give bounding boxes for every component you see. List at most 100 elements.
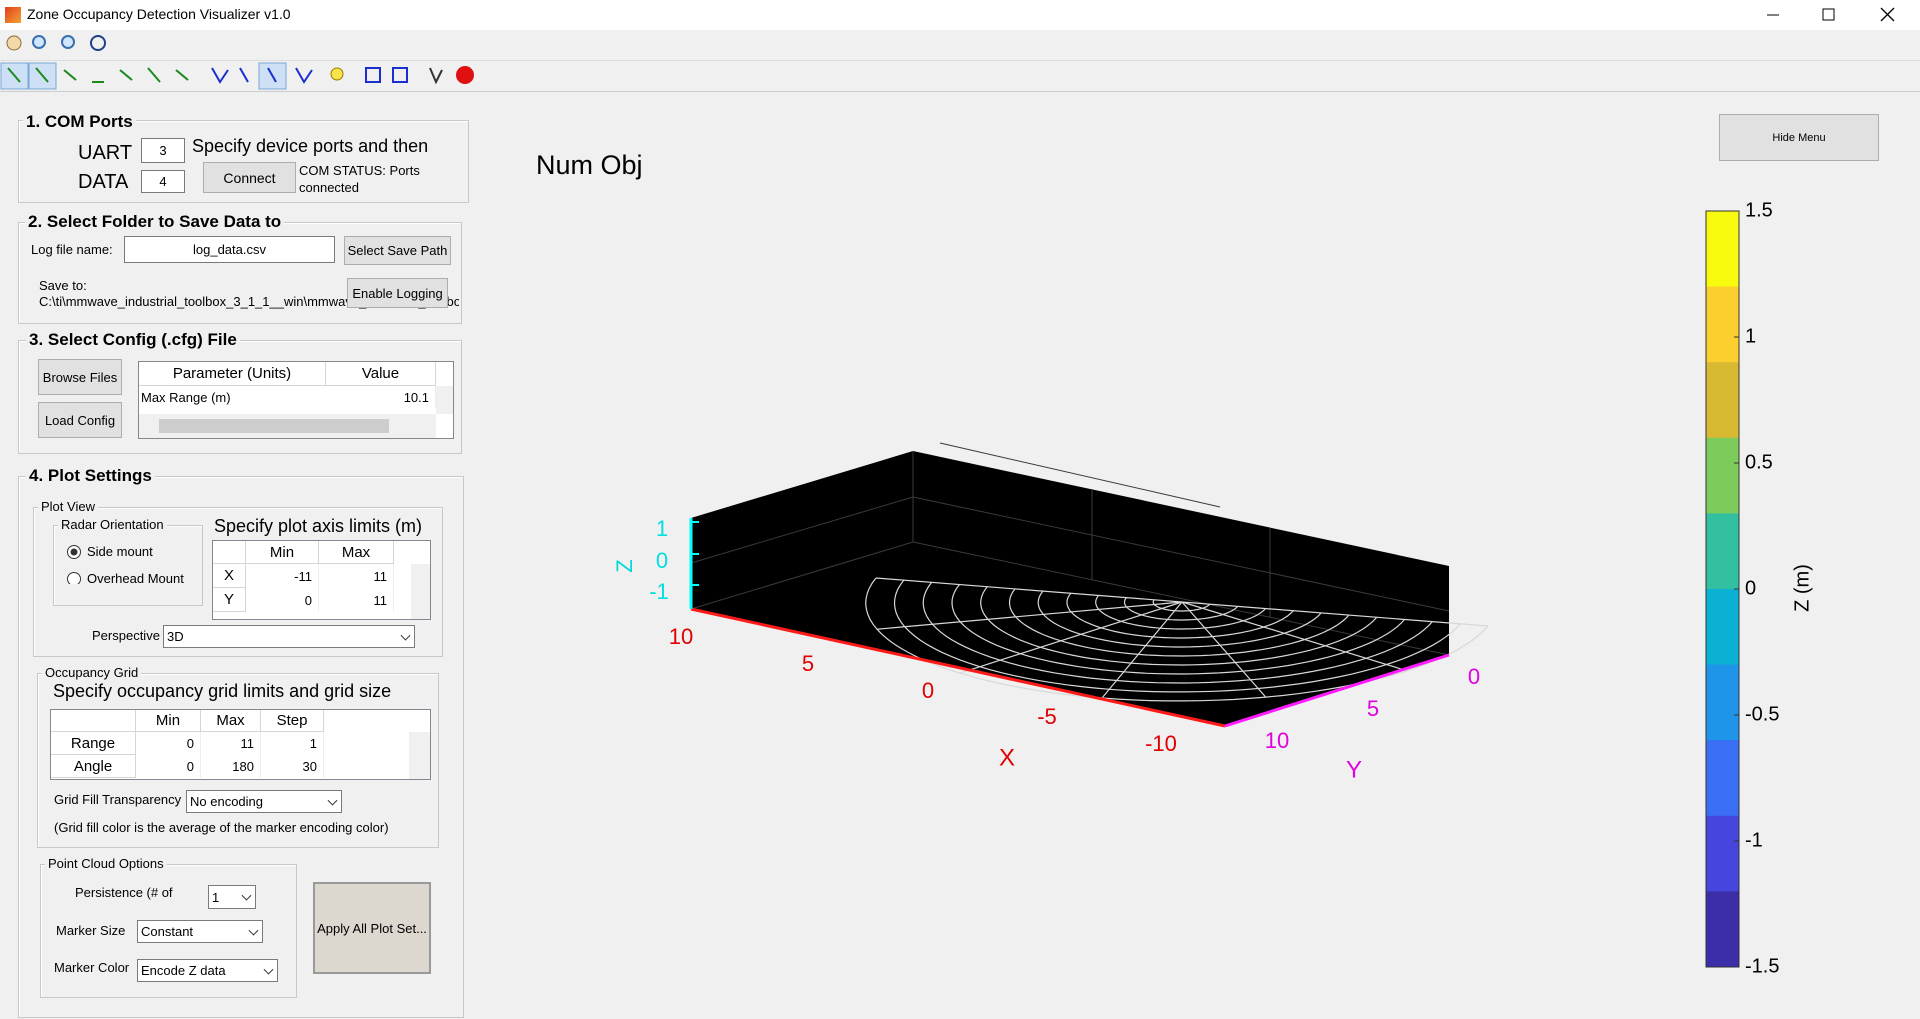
apply-button[interactable]: Apply All Plot Set...	[313, 882, 431, 974]
column-header: Min	[246, 541, 319, 564]
scrollbar[interactable]	[411, 564, 430, 619]
z-tick-label: -1	[649, 579, 669, 604]
y-axis-label: Y	[1346, 756, 1362, 783]
column-header: Max	[319, 541, 394, 564]
marker-size-label: Marker Size	[56, 923, 126, 938]
colorbar-frame	[1705, 210, 1740, 968]
app-icon	[5, 7, 21, 23]
y-axis	[1224, 653, 1450, 728]
window-controls[interactable]	[1755, 0, 1920, 30]
com-status: COM STATUS: Ports connected	[299, 163, 420, 195]
view-icon[interactable]	[365, 67, 381, 83]
colorbar-label: Z (m)	[1791, 564, 1813, 612]
grid-table[interactable]: Min Max Step Range 0 11 1 Angle 0 180 30	[50, 709, 431, 780]
load-config-button[interactable]: Load Config	[38, 402, 122, 438]
x-tick-label: -5	[1037, 704, 1057, 729]
axes-grid	[690, 442, 1450, 656]
corner	[213, 541, 246, 564]
marker-color-dropdown[interactable]: Encode Z data	[137, 959, 278, 982]
cell[interactable]: -11	[246, 564, 319, 588]
scrollbar[interactable]	[409, 732, 430, 779]
row-header: X	[213, 564, 246, 588]
cell[interactable]: 0	[246, 588, 319, 612]
stop-icon[interactable]	[456, 66, 474, 84]
colorbar: 1.5 1 0.5 0 -0.5 -1 -1.5	[1705, 199, 1779, 977]
row-header: Y	[213, 588, 246, 612]
radio-label[interactable]: Overhead Mount	[87, 571, 184, 586]
z-tick-label: 1	[656, 516, 668, 541]
x-tick-label: -10	[1145, 731, 1177, 756]
cell[interactable]: 0	[136, 732, 201, 755]
view-icon[interactable]	[392, 67, 408, 83]
scrollbar[interactable]	[436, 386, 453, 414]
x-axis	[690, 607, 1226, 728]
cell[interactable]: 1	[261, 732, 324, 755]
log-input[interactable]: log_data.csv	[124, 236, 335, 263]
marker-size-dropdown[interactable]: Constant	[137, 920, 263, 943]
perspective-dropdown[interactable]: 3D	[163, 625, 415, 648]
x-tick-label: 10	[669, 624, 693, 649]
colorbar-tick-label: 1	[1745, 325, 1756, 347]
app-toolbar	[0, 61, 1920, 92]
grid-spoke	[876, 601, 1183, 630]
colorbar-segment	[1706, 740, 1739, 817]
cell[interactable]: 11	[319, 588, 394, 612]
data-input[interactable]: 4	[141, 170, 185, 193]
num-obj-label: Num Obj	[536, 150, 643, 180]
colorbar-tick-label: 0.5	[1745, 451, 1773, 473]
colorbar-segment	[1706, 815, 1739, 892]
grid-spoke	[1181, 601, 1408, 672]
grid-ring	[951, 584, 1405, 675]
cell[interactable]: 11	[201, 732, 261, 755]
com-ports-panel	[18, 120, 469, 203]
radio-label[interactable]: Side mount	[87, 544, 153, 559]
instruction: Specify device ports and then	[192, 136, 429, 156]
pan-tool[interactable]	[6, 35, 22, 51]
light-icon[interactable]	[330, 67, 344, 81]
axis-limits-table[interactable]: Min Max X -11 11 Y 0 11	[212, 540, 431, 620]
panel-title: 2. Select Folder to Save Data to	[25, 212, 285, 232]
cell[interactable]: 11	[319, 564, 394, 588]
record-icon[interactable]	[429, 67, 443, 85]
uart-input[interactable]: 3	[141, 138, 185, 163]
colorbar-segment	[1706, 437, 1739, 514]
colorbar-segment	[1706, 664, 1739, 741]
cell[interactable]: 0	[136, 755, 201, 778]
persistence-dropdown[interactable]: 1	[208, 885, 256, 909]
group-title: Radar Orientation	[58, 517, 167, 532]
grid-title: Specify occupancy grid limits and grid s…	[53, 681, 392, 701]
transparency-dropdown[interactable]: No encoding	[186, 790, 342, 813]
uart-label: UART	[78, 142, 133, 164]
close[interactable]	[1880, 7, 1895, 22]
column-header: Min	[136, 710, 201, 732]
radio-buttons[interactable]	[66, 544, 82, 584]
panel-title: 4. Plot Settings	[26, 466, 155, 486]
zoom-out[interactable]	[61, 35, 75, 49]
cell[interactable]: 180	[201, 755, 261, 778]
grid-ring	[1008, 588, 1350, 657]
plot-settings-panel	[18, 476, 464, 1018]
select-save-path-button[interactable]: Select Save Path	[344, 236, 451, 265]
zoom-in[interactable]	[32, 35, 46, 49]
grid-spoke	[1101, 601, 1183, 699]
browse-button[interactable]: Browse Files	[38, 359, 122, 395]
data-label: DATA	[78, 171, 129, 193]
occupancy-grid	[865, 577, 1489, 702]
grid-note: (Grid fill color is the average of the m…	[54, 820, 389, 835]
grid-ring	[922, 582, 1433, 684]
grid-ring	[1095, 595, 1266, 630]
connect-button[interactable]: Connect	[203, 162, 296, 193]
log-label: Log file name:	[31, 242, 113, 257]
cell: 10.1	[326, 386, 436, 408]
config-table[interactable]: Parameter (Units) Value Max Range (m) 10…	[138, 361, 454, 439]
row-header: Range	[51, 732, 136, 755]
app-toolbar-icons[interactable]	[0, 62, 480, 90]
scrollbar[interactable]	[139, 414, 436, 438]
plot-view-panel	[33, 507, 443, 657]
maximize[interactable]	[1822, 8, 1835, 21]
enable-logging-button[interactable]: Enable Logging	[347, 278, 448, 308]
cell[interactable]: 30	[261, 755, 324, 778]
rotate-tool[interactable]	[90, 35, 106, 51]
tool-icons[interactable]	[0, 30, 120, 58]
hide-menu-button[interactable]: Hide Menu	[1719, 114, 1879, 161]
